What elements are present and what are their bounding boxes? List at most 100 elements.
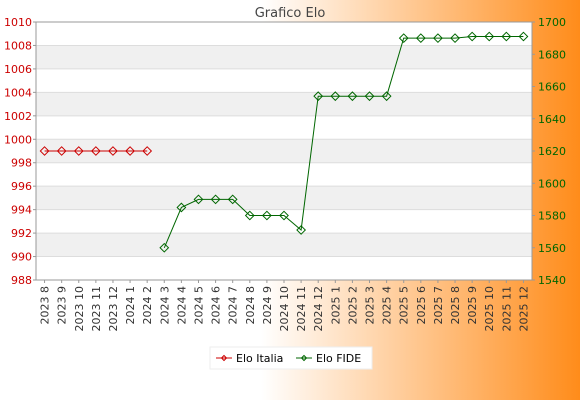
- right-tick-label: 1560: [538, 242, 566, 255]
- data-point: [381, 91, 392, 102]
- data-point: [501, 31, 512, 42]
- data-point: [518, 31, 529, 42]
- data-point: [108, 146, 118, 156]
- data-point: [73, 146, 84, 156]
- data-point: [313, 91, 324, 102]
- plot-band: [36, 256, 532, 280]
- series-layer: [39, 31, 529, 253]
- x-tick-label: 2024 12: [312, 286, 325, 332]
- data-point: [56, 146, 67, 156]
- data-point: [159, 242, 170, 253]
- plot-band: [36, 233, 532, 257]
- x-tick-label: 2025 6: [415, 286, 428, 325]
- left-tick-label: 1004: [4, 86, 32, 99]
- x-tick-label: 2023 11: [90, 286, 103, 332]
- data-point: [176, 202, 187, 213]
- left-tick-label: 1006: [4, 63, 32, 76]
- x-tick-label: 2025 1: [329, 286, 342, 325]
- left-tick-label: 996: [11, 180, 32, 193]
- data-point: [484, 31, 495, 42]
- x-tick-label: 2024 9: [261, 286, 274, 325]
- x-tick-label: 2025 3: [364, 286, 377, 325]
- right-axis-ticks: 1540 1560 1580 1600 1620 1640 1660 1680 1700: [532, 16, 566, 287]
- x-tick-label: 2025 7: [432, 286, 445, 325]
- x-tick-label: 2024 10: [278, 286, 291, 332]
- plot-band: [36, 22, 532, 46]
- right-tick-label: 1580: [538, 210, 566, 223]
- legend-label: Elo Italia: [236, 352, 283, 365]
- series-elo-italia: [39, 146, 153, 156]
- right-tick-label: 1620: [538, 145, 566, 158]
- data-point: [433, 33, 443, 44]
- x-tick-label: 2023 9: [56, 286, 69, 325]
- x-tick-label: 2025 10: [483, 286, 496, 332]
- plot-bands: [36, 22, 532, 280]
- left-tick-label: 1008: [4, 39, 32, 52]
- legend-swatch-marker: [220, 354, 228, 362]
- data-point: [347, 91, 358, 102]
- series-elo-fide: [159, 31, 529, 253]
- data-point: [39, 146, 50, 156]
- plot-band: [36, 115, 532, 140]
- right-tick-label: 1640: [538, 113, 566, 126]
- x-tick-label: 2024 7: [227, 286, 240, 325]
- x-tick-label: 2024 8: [244, 286, 257, 325]
- x-tick-label: 2024 4: [175, 286, 188, 325]
- x-tick-label: 2023 8: [39, 286, 52, 325]
- data-point: [364, 91, 375, 102]
- data-point: [398, 33, 409, 44]
- x-tick-label: 2024 1: [124, 286, 137, 325]
- x-tick-label: 2025 2: [346, 286, 359, 325]
- data-point: [142, 146, 153, 156]
- plot-band: [36, 209, 532, 234]
- plot-band: [36, 162, 532, 187]
- data-point: [415, 33, 426, 44]
- x-tick-label: 2025 12: [517, 286, 530, 332]
- right-tick-label: 1700: [538, 16, 566, 29]
- plot-band: [36, 45, 532, 69]
- x-tick-label: 2025 11: [500, 286, 513, 332]
- data-point: [330, 91, 341, 102]
- legend: Elo Italia Elo FIDE: [209, 346, 373, 370]
- plot-band: [36, 139, 532, 163]
- x-tick-label: 2023 10: [73, 286, 86, 332]
- left-tick-label: 998: [11, 157, 32, 170]
- chart-title: Grafico Elo: [255, 6, 326, 21]
- x-tick-label: 2025 5: [398, 286, 411, 325]
- data-point: [467, 31, 478, 42]
- left-tick-label: 988: [11, 274, 32, 287]
- left-tick-label: 1002: [4, 110, 32, 123]
- data-point: [90, 146, 101, 156]
- x-tick-label: 2024 11: [295, 286, 308, 332]
- right-tick-label: 1540: [538, 274, 566, 287]
- plot-band: [36, 68, 532, 93]
- data-point: [193, 194, 204, 205]
- plot-band: [36, 92, 532, 116]
- legend-label: Elo FIDE: [316, 352, 361, 365]
- data-point: [296, 225, 307, 235]
- x-tick-label: 2024 6: [210, 286, 223, 325]
- data-point: [279, 210, 289, 221]
- x-tick-label: 2025 9: [466, 286, 479, 325]
- right-tick-label: 1660: [538, 81, 566, 94]
- x-tick-label: 2023 12: [107, 286, 120, 332]
- legend-box: [209, 346, 373, 370]
- data-point: [261, 210, 272, 221]
- x-tick-label: 2024 2: [141, 286, 154, 325]
- left-axis-ticks: 988 990 992 994 996 998 1000 1002 1004 1006 1008 10…: [4, 16, 36, 287]
- x-tick-label: 2024 5: [192, 286, 205, 325]
- left-tick-label: 1010: [4, 16, 32, 29]
- x-tick-label: 2025 4: [381, 286, 394, 325]
- x-tick-label: 2024 3: [158, 286, 171, 325]
- data-point: [244, 210, 255, 221]
- data-point: [227, 194, 238, 205]
- data-point: [450, 33, 460, 44]
- right-tick-label: 1680: [538, 48, 566, 61]
- plot-band: [36, 186, 532, 210]
- left-tick-label: 992: [11, 227, 32, 240]
- left-tick-label: 1000: [4, 133, 32, 146]
- right-tick-label: 1600: [538, 177, 566, 190]
